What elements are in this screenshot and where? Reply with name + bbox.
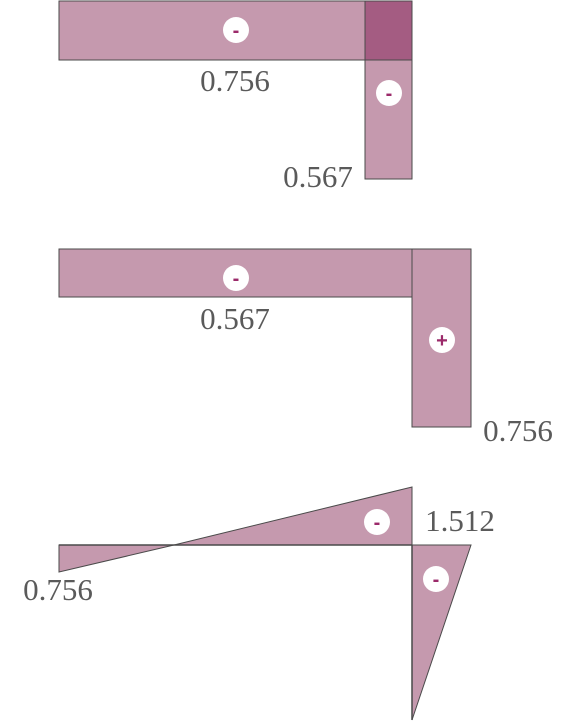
diagram-1-column-value: 0.567	[283, 159, 353, 194]
diagram-3-left-end-value: 0.756	[23, 572, 93, 607]
diagram-1-sign-beam: -	[223, 17, 249, 43]
diagram-1-beam-value: 0.756	[200, 63, 270, 98]
diagram-1-beam-bar	[58, 0, 366, 61]
sign-minus: -	[233, 268, 240, 290]
diagram-2-column-value: 0.756	[483, 413, 553, 448]
diagram-2-sign-beam: -	[223, 265, 249, 291]
diagram-1-column-bar	[364, 59, 413, 180]
sign-minus: -	[386, 83, 393, 105]
diagram-3-sign-beam: -	[364, 509, 390, 535]
diagram-1-overlap-block	[364, 0, 413, 61]
diagram-3: - - 1.512 0.756	[23, 486, 495, 721]
diagram-2: - + 0.567 0.756	[58, 248, 553, 448]
diagram-1: - - 0.756 0.567	[58, 0, 413, 194]
diagram-3-beam-left-triangle	[58, 544, 175, 573]
diagram-1-sign-column: -	[376, 80, 402, 106]
sign-minus: -	[233, 20, 240, 42]
diagram-2-beam-value: 0.567	[200, 301, 270, 336]
diagram-3-joint-value: 1.512	[425, 503, 495, 538]
sign-plus: +	[436, 330, 448, 352]
diagram-3-sign-column: -	[423, 566, 449, 592]
sign-minus: -	[433, 569, 440, 591]
diagram-2-sign-column: +	[429, 327, 455, 353]
sign-minus: -	[374, 512, 381, 534]
